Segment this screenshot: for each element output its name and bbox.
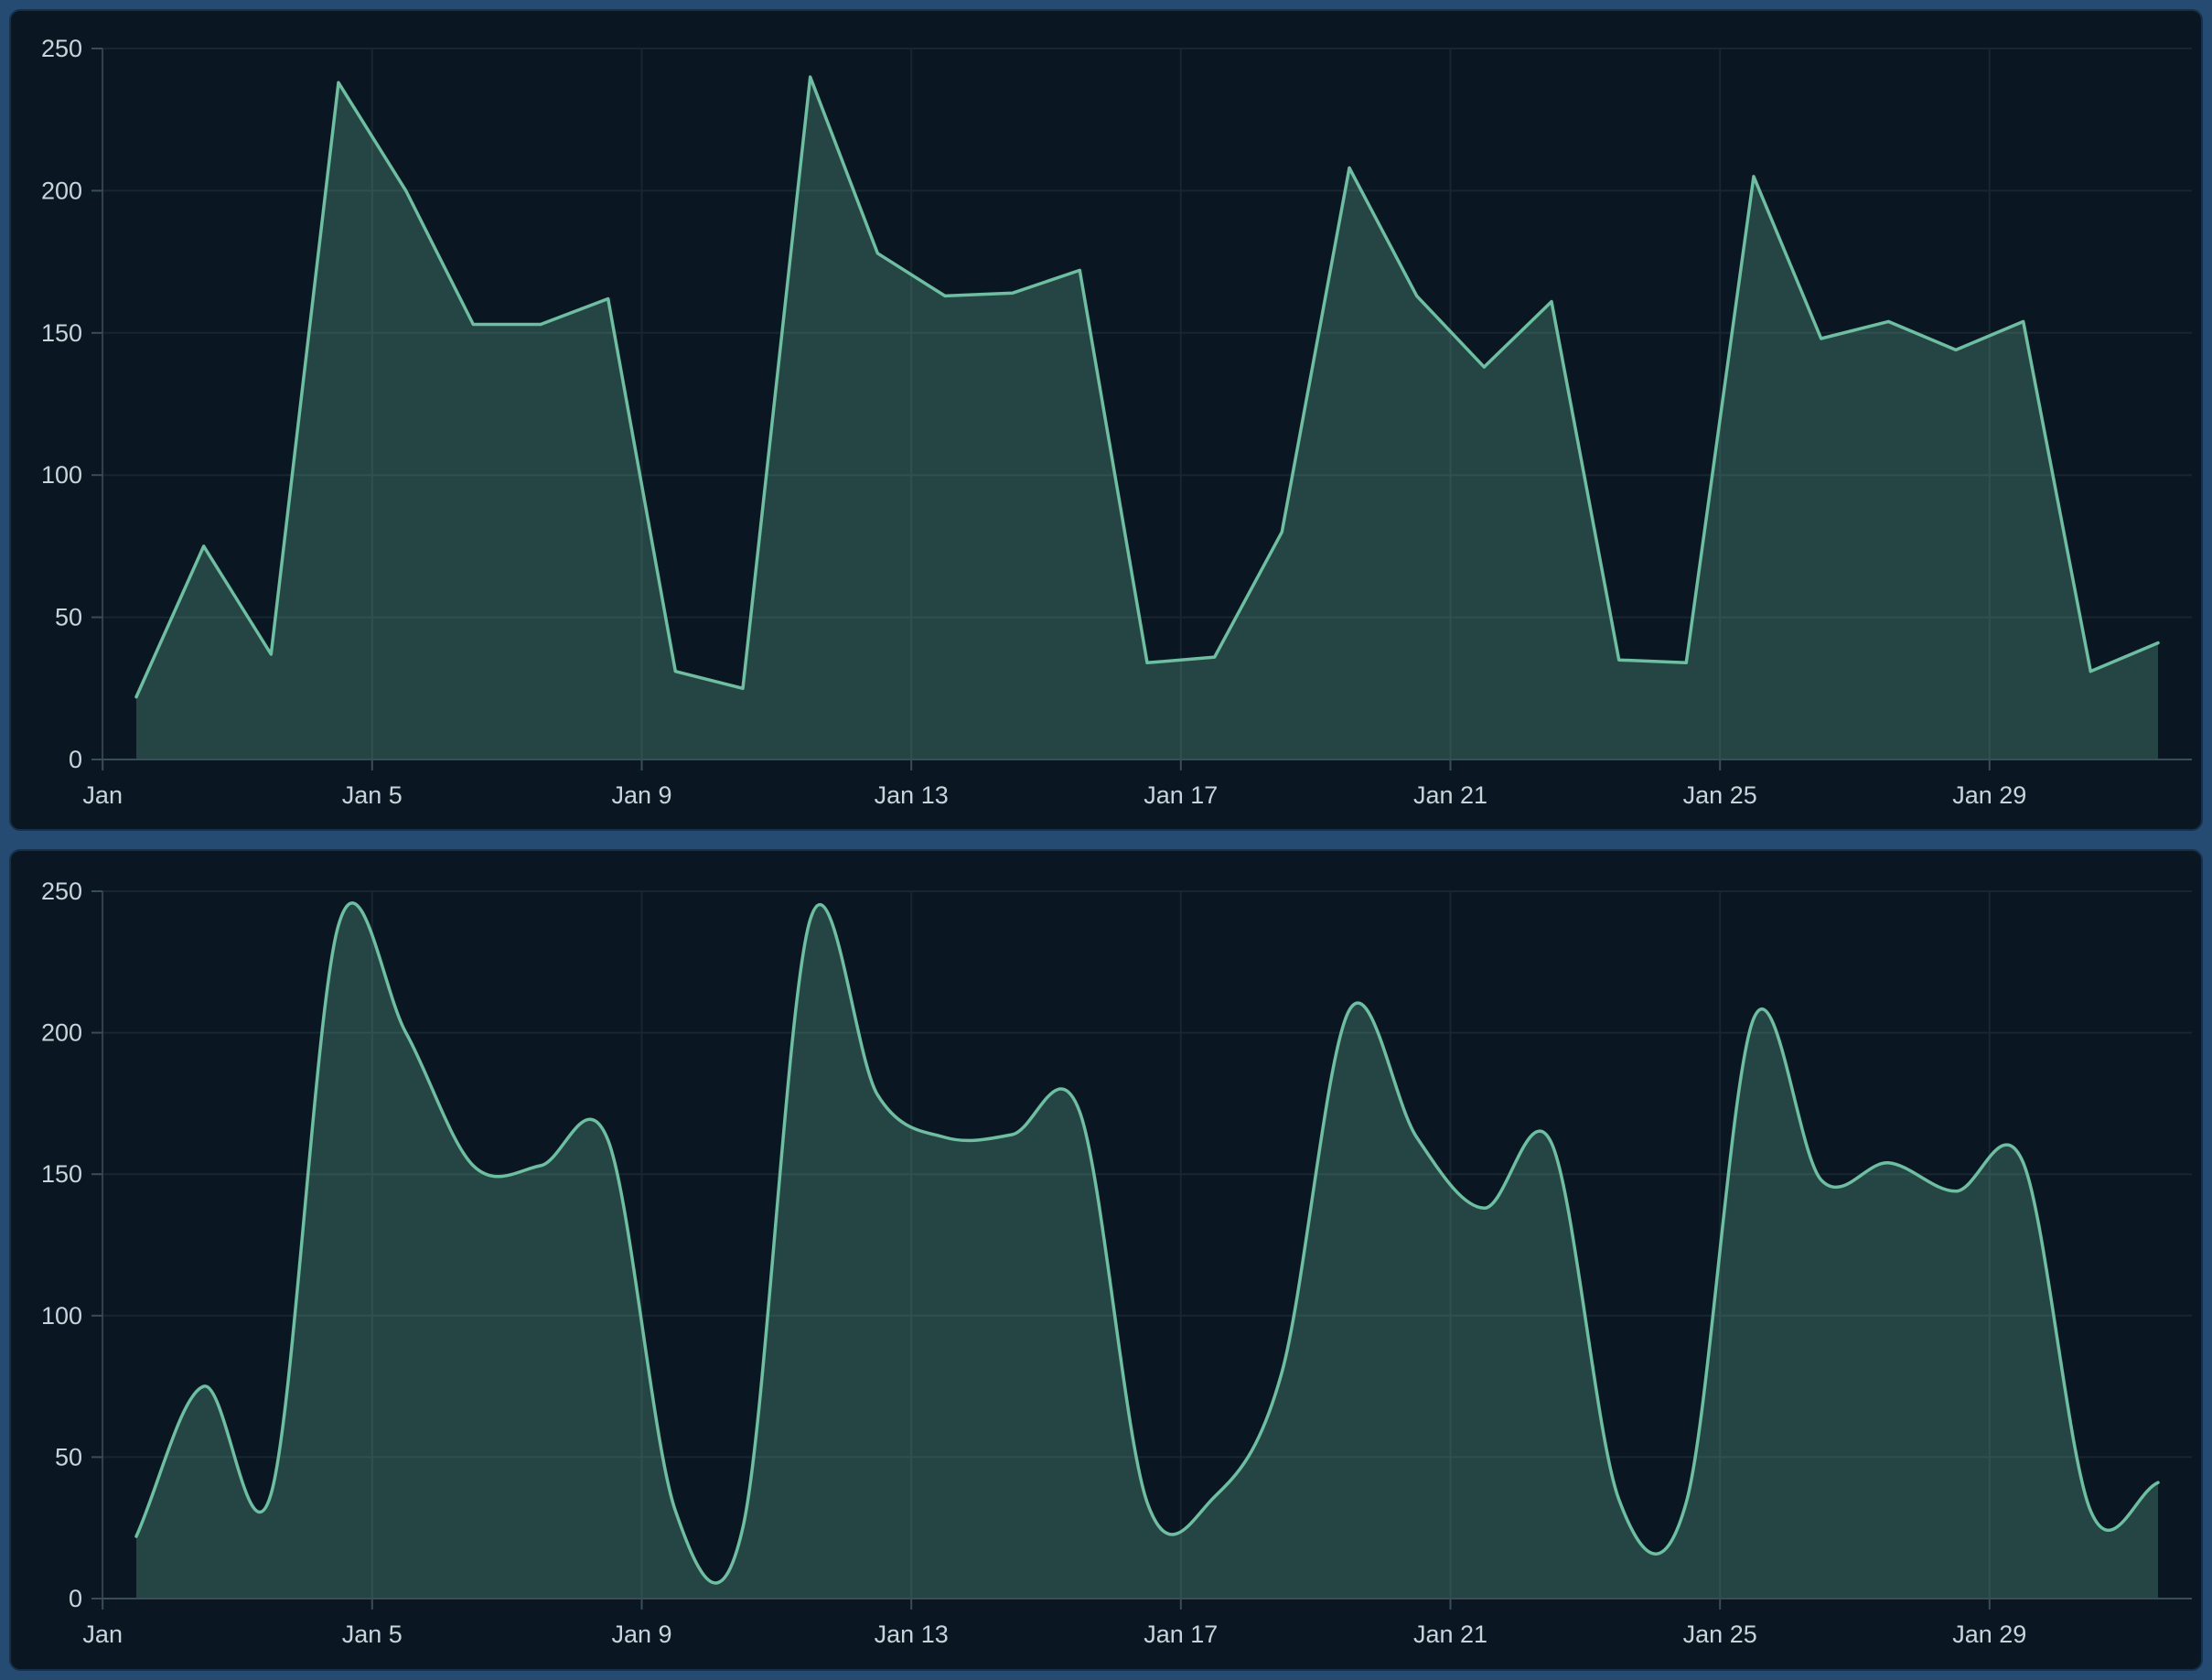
x-tick-label: Jan 17	[1144, 1621, 1218, 1648]
y-tick-label: 150	[41, 319, 82, 347]
x-tick-label: Jan 13	[875, 781, 949, 809]
y-tick-label: 200	[41, 177, 82, 204]
x-tick-label: Jan 25	[1683, 1621, 1757, 1648]
area-chart-smooth[interactable]: Jan Jan 5 Jan 9 Jan 13 Jan 17 Jan 21 Jan 25 Jan…	[11, 851, 2201, 1669]
chart-panel-top: Jan Jan 5 Jan 9 Jan 13 Jan 17 Jan 21 Jan 25 Jan…	[9, 9, 2203, 831]
y-tick-label: 100	[41, 461, 82, 489]
x-tick-label: Jan 13	[875, 1621, 949, 1648]
gridlines	[102, 48, 2192, 759]
y-tick-label: 50	[55, 1443, 82, 1470]
y-tick-label: 100	[41, 1302, 82, 1330]
x-tick-label: Jan 21	[1413, 1621, 1487, 1648]
x-tick-label: Jan 25	[1683, 781, 1757, 809]
x-tick-label: Jan 9	[611, 1621, 671, 1648]
y-tick-label: 250	[41, 878, 82, 905]
x-tick-label: Jan 29	[1952, 1621, 2026, 1648]
x-tick-label: Jan 17	[1144, 781, 1218, 809]
gridlines	[102, 890, 2192, 1599]
area-fill	[136, 77, 2158, 760]
x-tick-label: Jan 5	[342, 781, 403, 809]
x-tick-label: Jan 9	[611, 781, 671, 809]
y-tick-label: 50	[55, 604, 82, 631]
y-tick-label: 200	[41, 1019, 82, 1047]
axes: Jan Jan 5 Jan 9 Jan 13 Jan 17 Jan 21 Jan 25 Jan…	[41, 878, 2192, 1648]
area-chart-linear[interactable]: Jan Jan 5 Jan 9 Jan 13 Jan 17 Jan 21 Jan 25 Jan…	[11, 11, 2201, 829]
x-tick-label: Jan	[82, 1621, 123, 1648]
x-tick-label: Jan 29	[1952, 781, 2026, 809]
axes: Jan Jan 5 Jan 9 Jan 13 Jan 17 Jan 21 Jan 25 Jan…	[41, 35, 2192, 809]
y-tick-label: 0	[69, 746, 82, 773]
series-line	[134, 901, 2160, 1585]
x-tick-label: Jan 21	[1413, 781, 1487, 809]
x-tick-label: Jan 5	[342, 1621, 403, 1648]
y-tick-label: 150	[41, 1160, 82, 1188]
y-tick-label: 0	[69, 1585, 82, 1612]
area-fill	[136, 902, 2158, 1599]
y-tick-label: 250	[41, 35, 82, 62]
series-line	[134, 75, 2160, 699]
x-tick-label: Jan	[82, 781, 123, 809]
chart-panel-bottom: Jan Jan 5 Jan 9 Jan 13 Jan 17 Jan 21 Jan 25 Jan…	[9, 849, 2203, 1671]
